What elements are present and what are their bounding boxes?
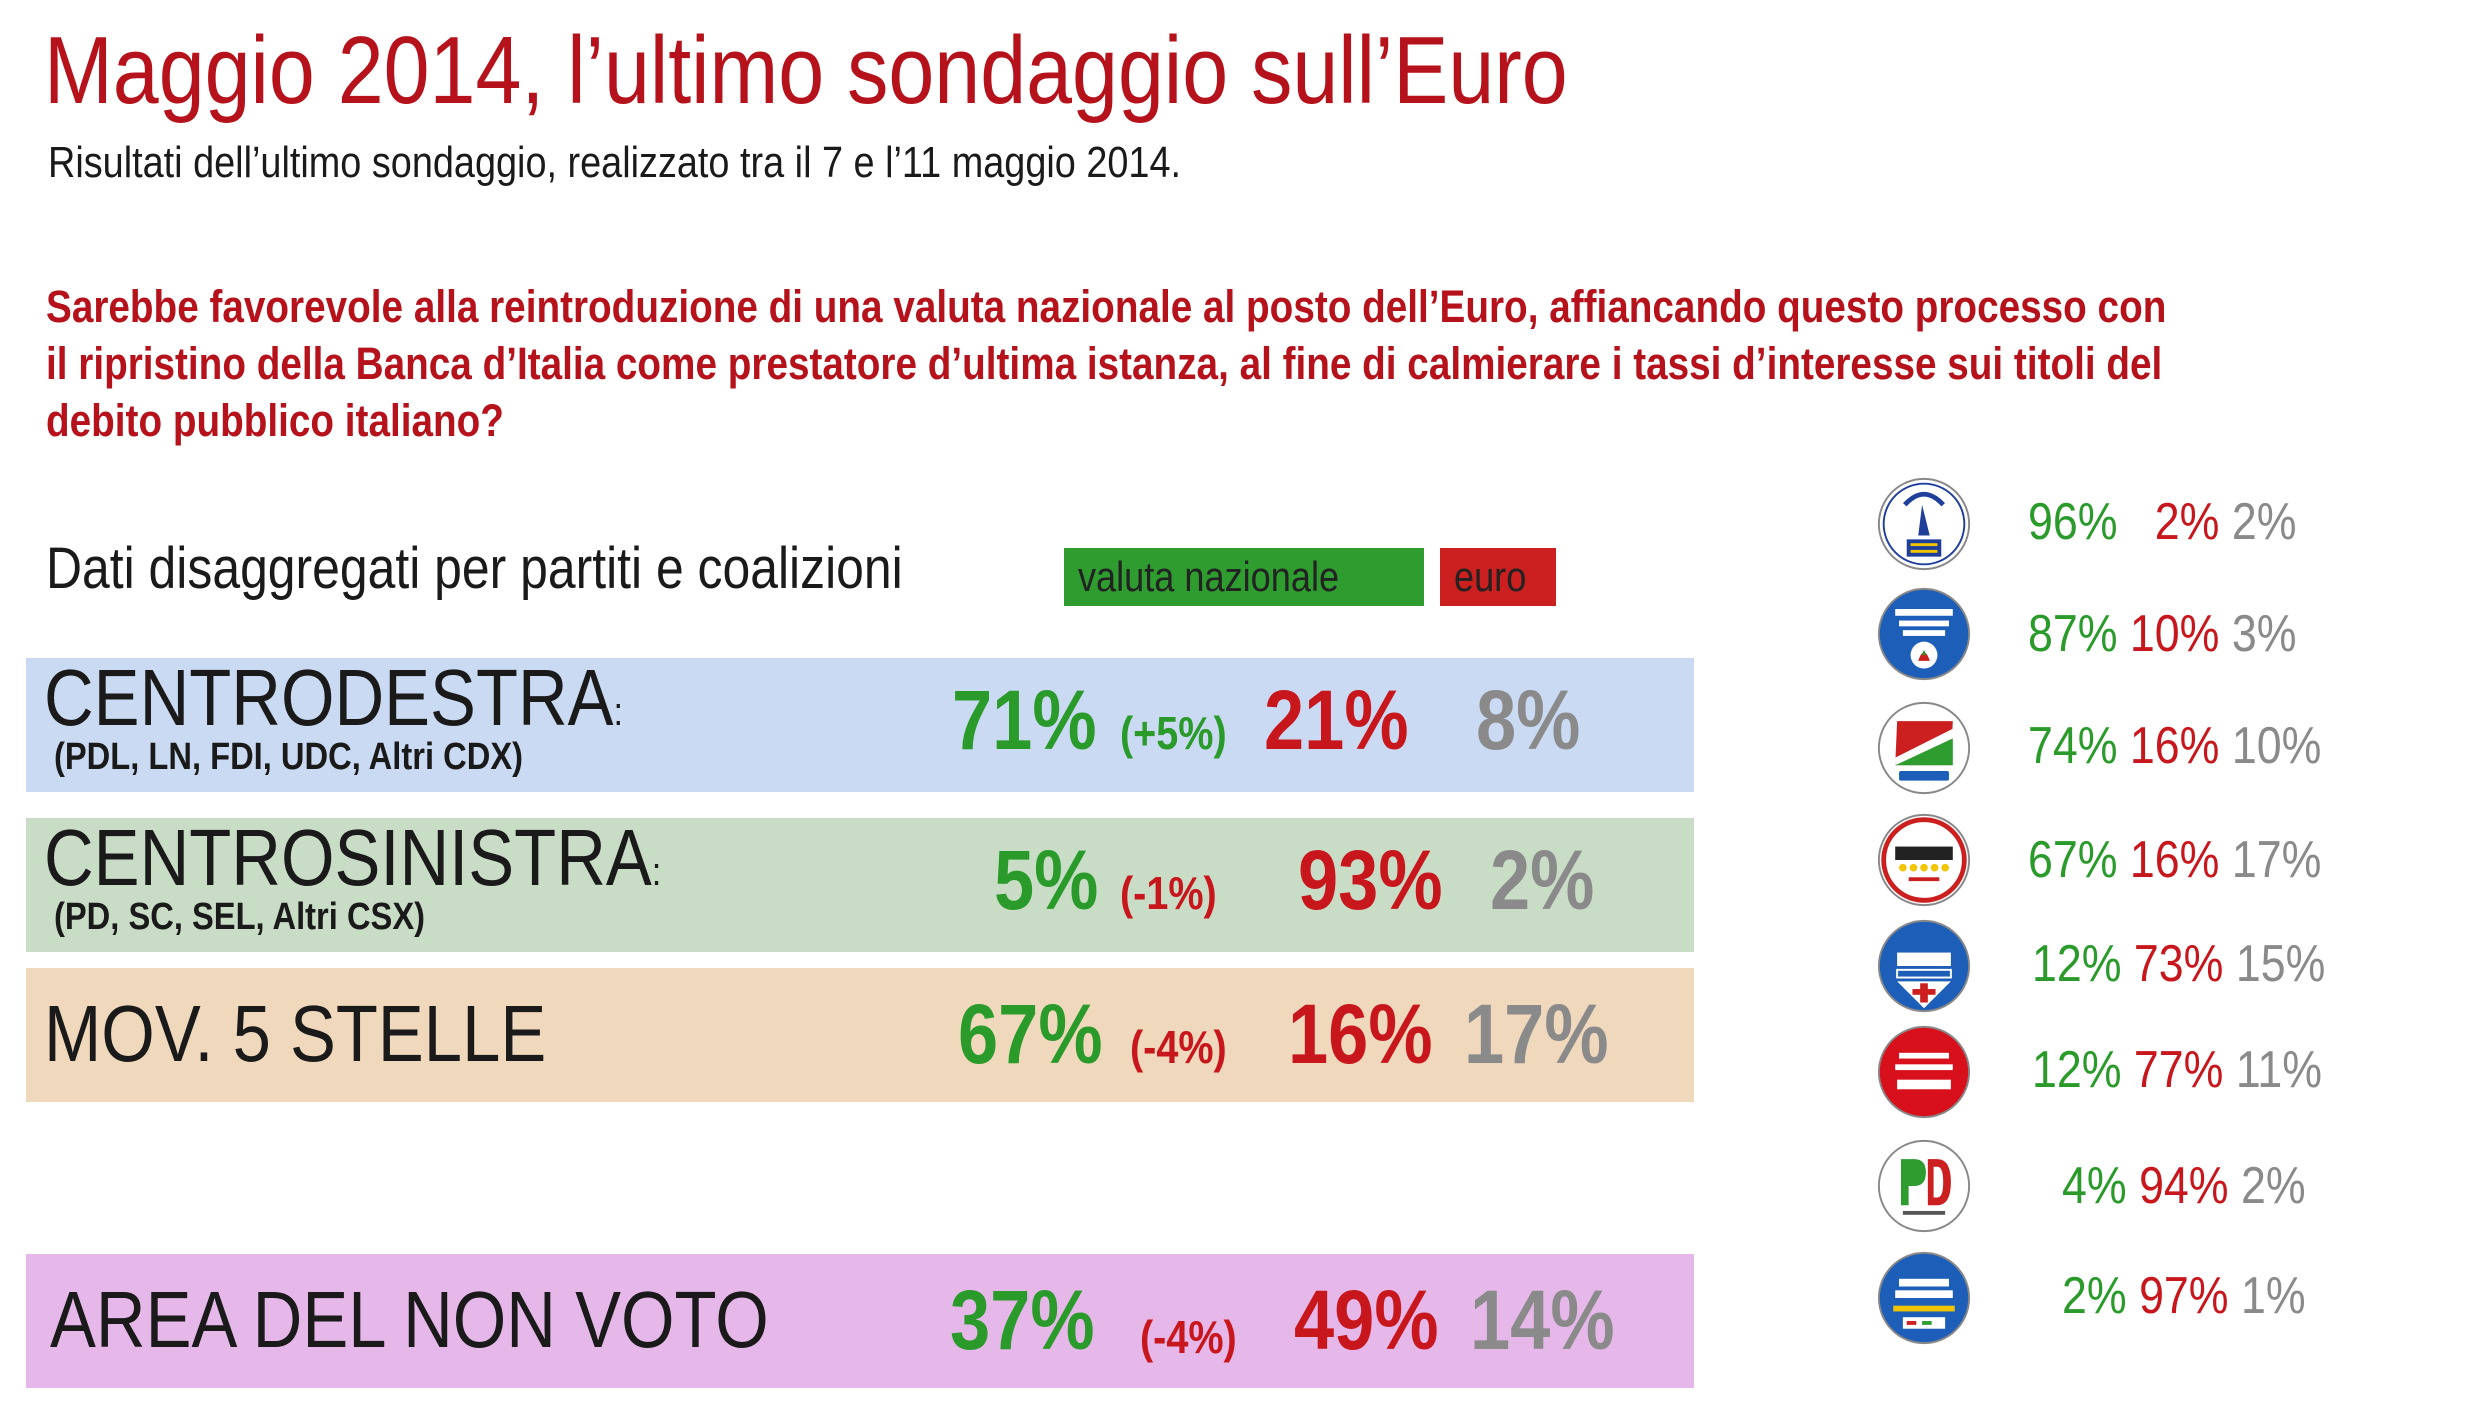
page-title: Maggio 2014, l’ultimo sondaggio sull’Eur… bbox=[44, 17, 1568, 124]
coalition-row-non-voto: AREA DEL NON VOTO 37% (-4%) 49% 14% bbox=[26, 1254, 1694, 1388]
legend-national: valuta nazionale bbox=[1064, 548, 1424, 606]
coalition-label: AREA DEL NON VOTO bbox=[50, 1275, 769, 1364]
value-other: 8% bbox=[1476, 673, 1581, 767]
party-value-national: 2% bbox=[2062, 1267, 2127, 1325]
party-row-pd: 4% 94% 2% bbox=[2062, 1156, 2345, 1216]
party-row-lega-nord: 96% 2% 2% bbox=[2028, 492, 2340, 552]
party-row-m5s: 67% 16% 17% bbox=[2028, 830, 2369, 890]
value-change: (+5%) bbox=[1120, 707, 1227, 759]
page-subtitle: Risultati dell’ultimo sondaggio, realizz… bbox=[48, 138, 1182, 187]
party-value-euro: 73% bbox=[2133, 935, 2224, 993]
value-change: (-4%) bbox=[1140, 1311, 1237, 1363]
value-change: (-4%) bbox=[1130, 1021, 1227, 1073]
coalition-row-centrosinistra: CENTROSINISTRA: (PD, SC, SEL, Altri CSX)… bbox=[26, 813, 1694, 952]
value-national: 71% bbox=[952, 673, 1097, 767]
party-value-other: 2% bbox=[2231, 493, 2297, 551]
party-row-forza-italia: 74% 16% 10% bbox=[2028, 716, 2369, 776]
pd-logo bbox=[1877, 1139, 1971, 1233]
altra-europa-tsipras-logo bbox=[1877, 1025, 1971, 1119]
party-value-other: 15% bbox=[2235, 935, 2326, 993]
party-value-other: 1% bbox=[2241, 1267, 2306, 1325]
survey-question-line: il ripristino della Banca d’Italia come … bbox=[46, 338, 2163, 389]
forza-italia-logo bbox=[1877, 701, 1971, 795]
movimento-5-stelle-logo bbox=[1877, 813, 1971, 907]
party-value-national: 4% bbox=[2062, 1157, 2127, 1215]
party-value-euro: 16% bbox=[2129, 717, 2220, 775]
coalition-label: MOV. 5 STELLE bbox=[44, 989, 547, 1078]
party-value-national: 12% bbox=[2032, 1041, 2122, 1099]
party-value-other: 17% bbox=[2231, 831, 2322, 889]
party-value-other: 3% bbox=[2231, 605, 2297, 663]
party-row-altra-europa: 12% 77% 11% bbox=[2032, 1040, 2369, 1100]
party-value-national: 87% bbox=[2028, 605, 2118, 663]
fratelli-ditalia-logo bbox=[1877, 587, 1971, 681]
party-row-ncd: 12% 73% 15% bbox=[2032, 934, 2373, 994]
coalition-label: CENTRODESTRA: bbox=[44, 653, 624, 742]
breakdown-title: Dati disaggregati per partiti e coalizio… bbox=[46, 536, 903, 601]
party-value-euro: 10% bbox=[2129, 605, 2220, 663]
survey-question-line: debito pubblico italiano? bbox=[46, 395, 504, 446]
value-euro: 93% bbox=[1298, 833, 1443, 927]
value-euro: 16% bbox=[1288, 987, 1433, 1081]
party-value-euro: 94% bbox=[2139, 1157, 2229, 1215]
party-value-euro: 16% bbox=[2129, 831, 2220, 889]
party-value-national: 67% bbox=[2028, 831, 2118, 889]
coalition-row-m5s: MOV. 5 STELLE 67% (-4%) 16% 17% bbox=[26, 968, 1694, 1102]
coalition-row-centrodestra: CENTRODESTRA: (PDL, LN, FDI, UDC, Altri … bbox=[26, 653, 1694, 792]
scelta-europea-logo bbox=[1877, 1251, 1971, 1345]
value-other: 14% bbox=[1470, 1273, 1615, 1367]
coalition-label: CENTROSINISTRA: bbox=[44, 813, 662, 902]
value-other: 2% bbox=[1490, 833, 1595, 927]
value-other: 17% bbox=[1464, 987, 1609, 1081]
party-row-scelta-europea: 2% 97% 1% bbox=[2062, 1266, 2345, 1326]
party-value-national: 74% bbox=[2028, 717, 2118, 775]
party-row-fratelli-ditalia: 87% 10% 3% bbox=[2028, 604, 2340, 664]
party-value-euro: 77% bbox=[2133, 1041, 2224, 1099]
value-national: 37% bbox=[950, 1273, 1095, 1367]
value-national: 67% bbox=[958, 987, 1103, 1081]
survey-question: Sarebbe favorevole alla reintroduzione d… bbox=[46, 278, 2466, 449]
party-value-other: 2% bbox=[2241, 1157, 2306, 1215]
coalition-members: (PDL, LN, FDI, UDC, Altri CDX) bbox=[54, 736, 523, 778]
party-value-euro: 2% bbox=[2154, 493, 2220, 551]
party-value-euro: 97% bbox=[2139, 1267, 2229, 1325]
coalition-members: (PD, SC, SEL, Altri CSX) bbox=[54, 896, 426, 938]
legend-euro: euro bbox=[1440, 548, 1556, 606]
value-euro: 49% bbox=[1294, 1273, 1439, 1367]
party-value-other: 11% bbox=[2235, 1041, 2323, 1099]
value-change: (-1%) bbox=[1120, 867, 1217, 919]
value-euro: 21% bbox=[1264, 673, 1409, 767]
value-national: 5% bbox=[994, 833, 1099, 927]
ncd-logo bbox=[1877, 919, 1971, 1013]
party-value-other: 10% bbox=[2231, 717, 2322, 775]
survey-question-line: Sarebbe favorevole alla reintroduzione d… bbox=[46, 281, 2167, 332]
party-value-national: 12% bbox=[2032, 935, 2122, 993]
lega-nord-logo bbox=[1877, 477, 1971, 571]
party-value-national: 96% bbox=[2028, 493, 2118, 551]
